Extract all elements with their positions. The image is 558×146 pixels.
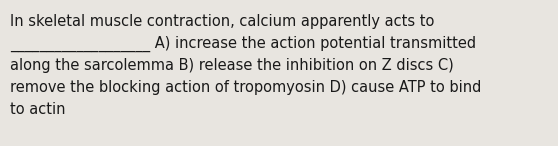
Text: along the sarcolemma B) release the inhibition on Z discs C): along the sarcolemma B) release the inhi… (10, 58, 454, 73)
Text: In skeletal muscle contraction, calcium apparently acts to: In skeletal muscle contraction, calcium … (10, 14, 434, 29)
Text: ___________________ A) increase the action potential transmitted: ___________________ A) increase the acti… (10, 36, 476, 52)
Text: remove the blocking action of tropomyosin D) cause ATP to bind: remove the blocking action of tropomyosi… (10, 80, 482, 95)
Text: to actin: to actin (10, 102, 65, 117)
